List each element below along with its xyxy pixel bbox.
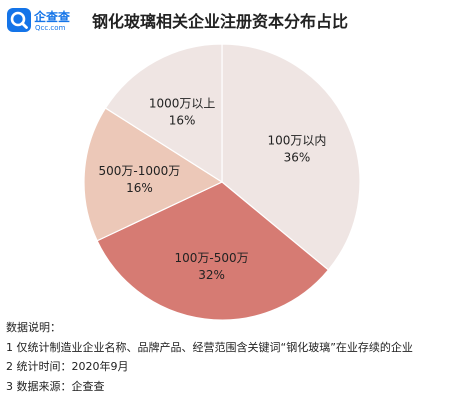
slice-category-label-1: 100万-500万 — [175, 251, 249, 265]
slice-percent-label-2: 16% — [126, 181, 153, 195]
slice-percent-label-0: 36% — [284, 151, 311, 165]
slice-percent-label-1: 32% — [198, 268, 225, 282]
pie-slice-2 — [83, 107, 224, 242]
data-notes: 数据说明： 1 仅统计制造业企业名称、品牌产品、经营范围含关键词“钢化玻璃”在业… — [6, 318, 456, 396]
slice-category-label-0: 100万以内 — [267, 134, 326, 148]
chart-title: 钢化玻璃相关企业注册资本分布占比 — [92, 12, 349, 31]
note-item-source: 3 数据来源：企查查 — [6, 379, 105, 393]
pie-slice-1 — [96, 181, 330, 321]
brand-name: 企查查 — [34, 10, 71, 24]
brand-domain: Qcc.com — [35, 24, 66, 32]
slice-category-label-2: 500万-1000万 — [99, 164, 181, 178]
brand-logo: 企查查 Qcc.com — [6, 6, 86, 36]
note-item-scope: 1 仅统计制造业企业名称、品牌产品、经营范围含关键词“钢化玻璃”在业存续的企业 — [6, 340, 413, 354]
slice-percent-label-3: 16% — [169, 113, 196, 127]
note-item-date: 2 统计时间：2020年9月 — [6, 360, 129, 373]
pie-slice-3 — [104, 43, 223, 184]
notes-heading: 数据说明： — [6, 321, 61, 334]
qcc-magnifier-logo-icon — [7, 8, 31, 32]
slice-category-label-3: 1000万以上 — [149, 96, 216, 110]
pie-slice-0 — [221, 43, 361, 271]
